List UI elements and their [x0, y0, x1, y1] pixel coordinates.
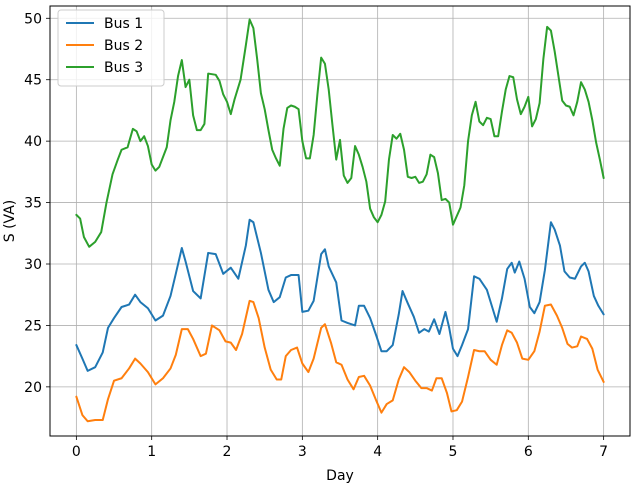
- y-tick-label: 30: [24, 257, 42, 273]
- x-tick-label: 3: [298, 444, 307, 460]
- y-tick-label: 20: [24, 380, 42, 396]
- legend-label: Bus 2: [104, 38, 143, 54]
- y-tick-label: 35: [24, 196, 42, 212]
- series-line-2: [75, 299, 605, 423]
- plot-frame: [49, 5, 631, 437]
- x-axis-label: Day: [326, 468, 354, 484]
- y-tick-label: 45: [24, 73, 42, 89]
- x-tick-label: 0: [72, 444, 81, 460]
- y-tick-label: 40: [24, 134, 42, 150]
- y-tick-label: 25: [24, 318, 42, 334]
- x-tick-label: 6: [524, 444, 533, 460]
- y-axis-label: S (VA): [2, 200, 18, 243]
- legend-label: Bus 3: [104, 60, 143, 76]
- legend-label: Bus 1: [104, 16, 143, 32]
- x-tick-label: 4: [373, 444, 382, 460]
- series-line-1: [75, 218, 605, 372]
- x-tick-label: 1: [147, 444, 156, 460]
- x-tick-label: 5: [449, 444, 458, 460]
- series-lines: [75, 18, 605, 423]
- x-tick-label: 2: [223, 444, 232, 460]
- grid: [50, 6, 630, 436]
- x-tick-label: 7: [599, 444, 608, 460]
- series-line-3: [75, 18, 605, 248]
- y-tick-label: 50: [24, 11, 42, 27]
- legend: Bus 1 Bus 2 Bus 3: [57, 9, 165, 87]
